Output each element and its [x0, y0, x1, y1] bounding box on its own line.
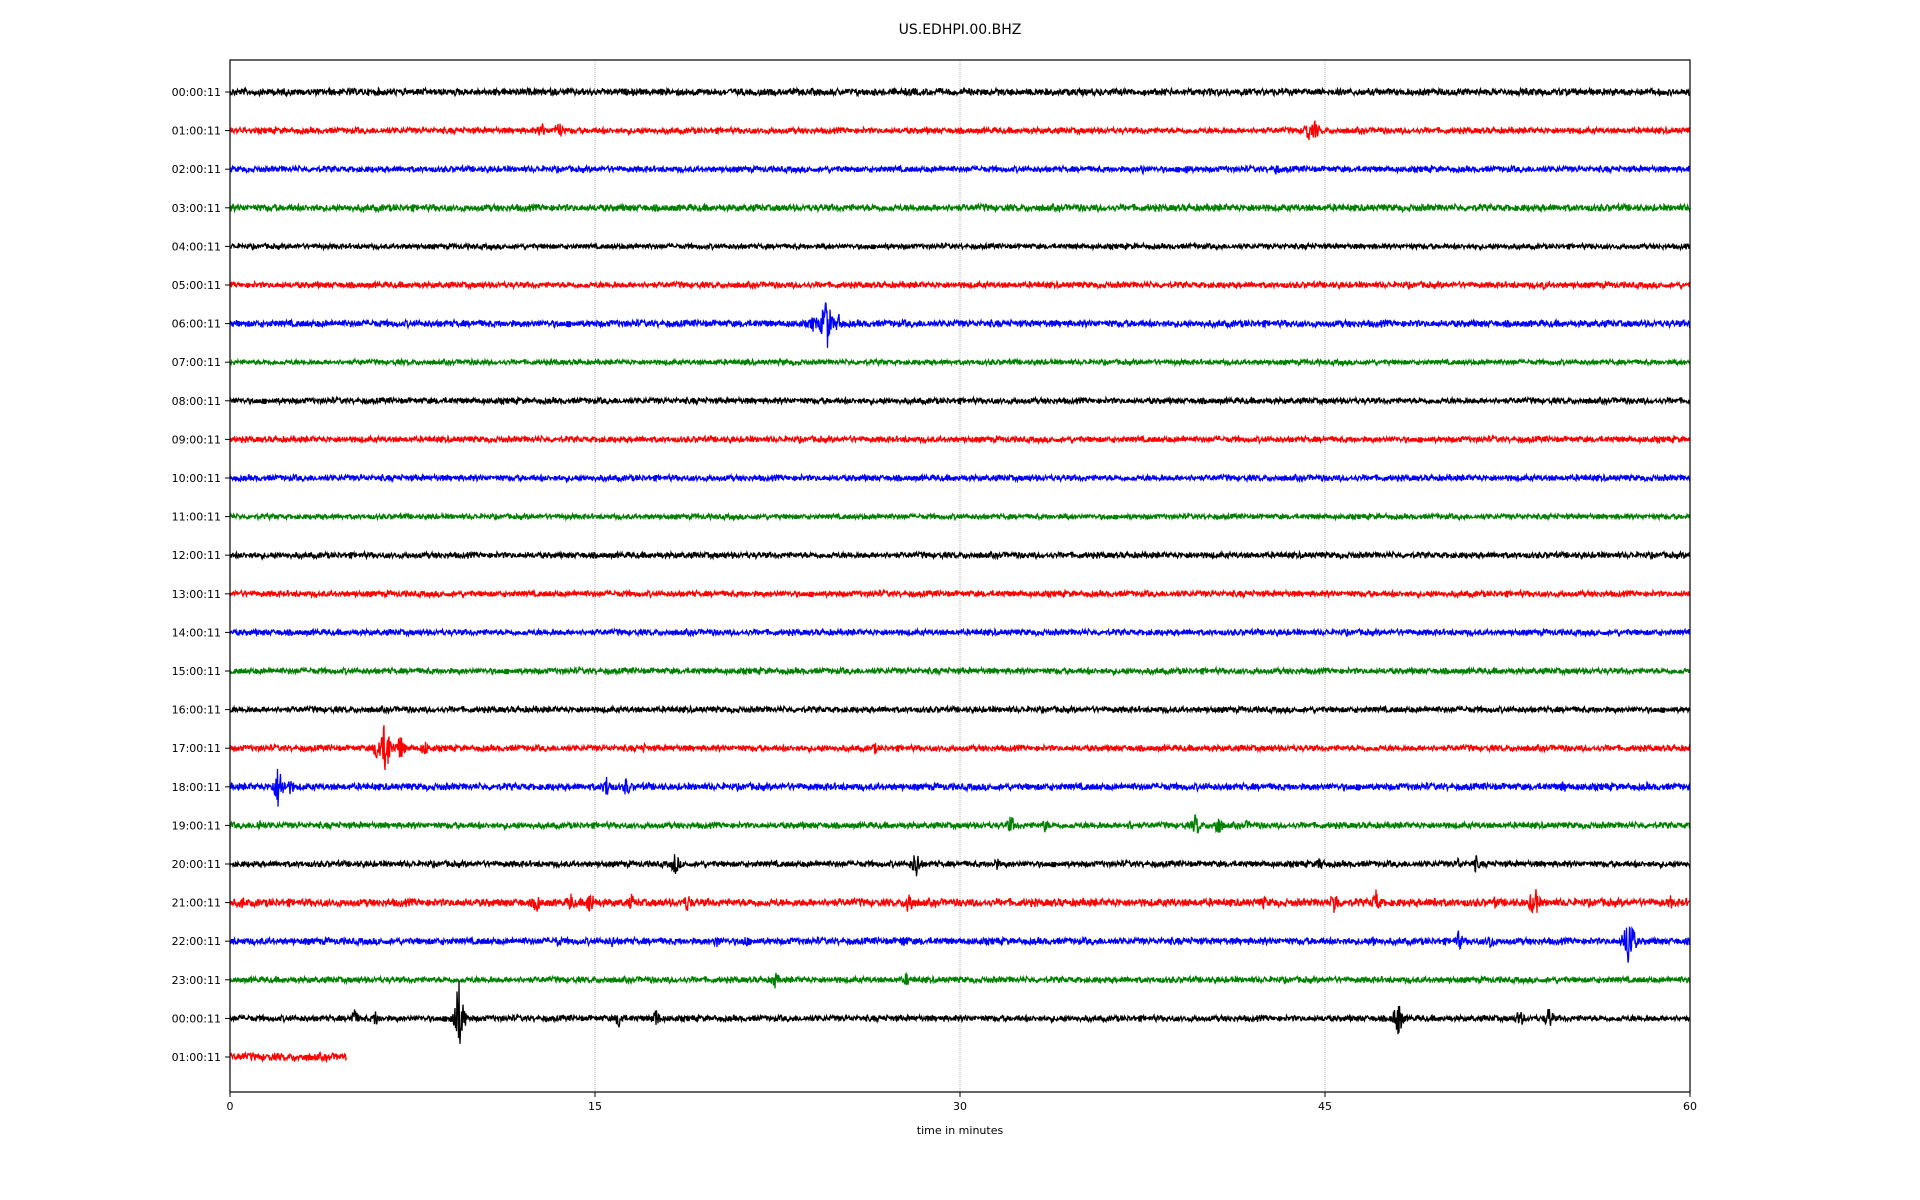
y-tick-label: 07:00:11: [172, 356, 221, 369]
y-tick-label: 17:00:11: [172, 742, 221, 755]
trace-row: [229, 433, 1691, 445]
y-tick-label: 12:00:11: [172, 549, 221, 562]
y-tick-label: 13:00:11: [172, 588, 221, 601]
trace-row: [229, 241, 1691, 252]
trace-row: [229, 888, 1691, 914]
y-tick-label: 23:00:11: [172, 974, 221, 987]
trace-row: [229, 395, 1691, 407]
y-tick-label: 15:00:11: [172, 665, 221, 678]
y-tick-label: 04:00:11: [172, 240, 221, 253]
x-tick-label: 15: [588, 1100, 602, 1113]
y-tick-label: 16:00:11: [172, 704, 221, 717]
x-tick-label: 45: [1318, 1100, 1332, 1113]
y-tick-label: 00:00:11: [172, 1012, 221, 1025]
trace-row: [229, 1051, 348, 1064]
y-tick-label: 14:00:11: [172, 626, 221, 639]
trace-row: [229, 588, 1691, 600]
x-tick-label: 60: [1683, 1100, 1697, 1113]
trace-row: [229, 725, 1691, 771]
trace-row: [229, 971, 1691, 989]
trace-row: [229, 279, 1691, 291]
trace-row: [229, 626, 1691, 638]
trace-row: [229, 704, 1691, 716]
x-axis-label: time in minutes: [916, 1124, 1004, 1137]
y-tick-label: 19:00:11: [172, 819, 221, 832]
y-tick-label: 00:00:11: [172, 86, 221, 99]
trace-row: [229, 814, 1691, 834]
trace-row: [229, 201, 1691, 214]
trace-row: [229, 511, 1691, 522]
trace-row: [229, 925, 1691, 963]
y-tick-label: 22:00:11: [172, 935, 221, 948]
trace-row: [229, 854, 1691, 877]
trace-row: [229, 120, 1691, 141]
chart-title: US.EDHPI.00.BHZ: [898, 22, 1022, 38]
y-tick-label: 20:00:11: [172, 858, 221, 871]
y-tick-label: 03:00:11: [172, 202, 221, 215]
trace-row: [229, 472, 1691, 484]
y-tick-label: 01:00:11: [172, 125, 221, 138]
y-tick-label: 09:00:11: [172, 433, 221, 446]
y-tick-label: 10:00:11: [172, 472, 221, 485]
trace-row: [229, 163, 1691, 176]
y-tick-label: 21:00:11: [172, 897, 221, 910]
y-tick-label: 18:00:11: [172, 781, 221, 794]
trace-row: [229, 302, 1691, 348]
x-tick-label: 30: [953, 1100, 967, 1113]
y-tick-label: 05:00:11: [172, 279, 221, 292]
trace-row: [229, 665, 1691, 677]
trace-row: [229, 86, 1691, 98]
y-tick-label: 02:00:11: [172, 163, 221, 176]
y-tick-label: 11:00:11: [172, 511, 221, 524]
x-tick-label: 0: [227, 1100, 234, 1113]
trace-row: [229, 549, 1691, 561]
y-tick-label: 01:00:11: [172, 1051, 221, 1064]
y-tick-label: 08:00:11: [172, 395, 221, 408]
trace-row: [229, 980, 1691, 1044]
trace-row: [229, 768, 1691, 807]
trace-row: [229, 356, 1691, 368]
y-tick-label: 06:00:11: [172, 318, 221, 331]
